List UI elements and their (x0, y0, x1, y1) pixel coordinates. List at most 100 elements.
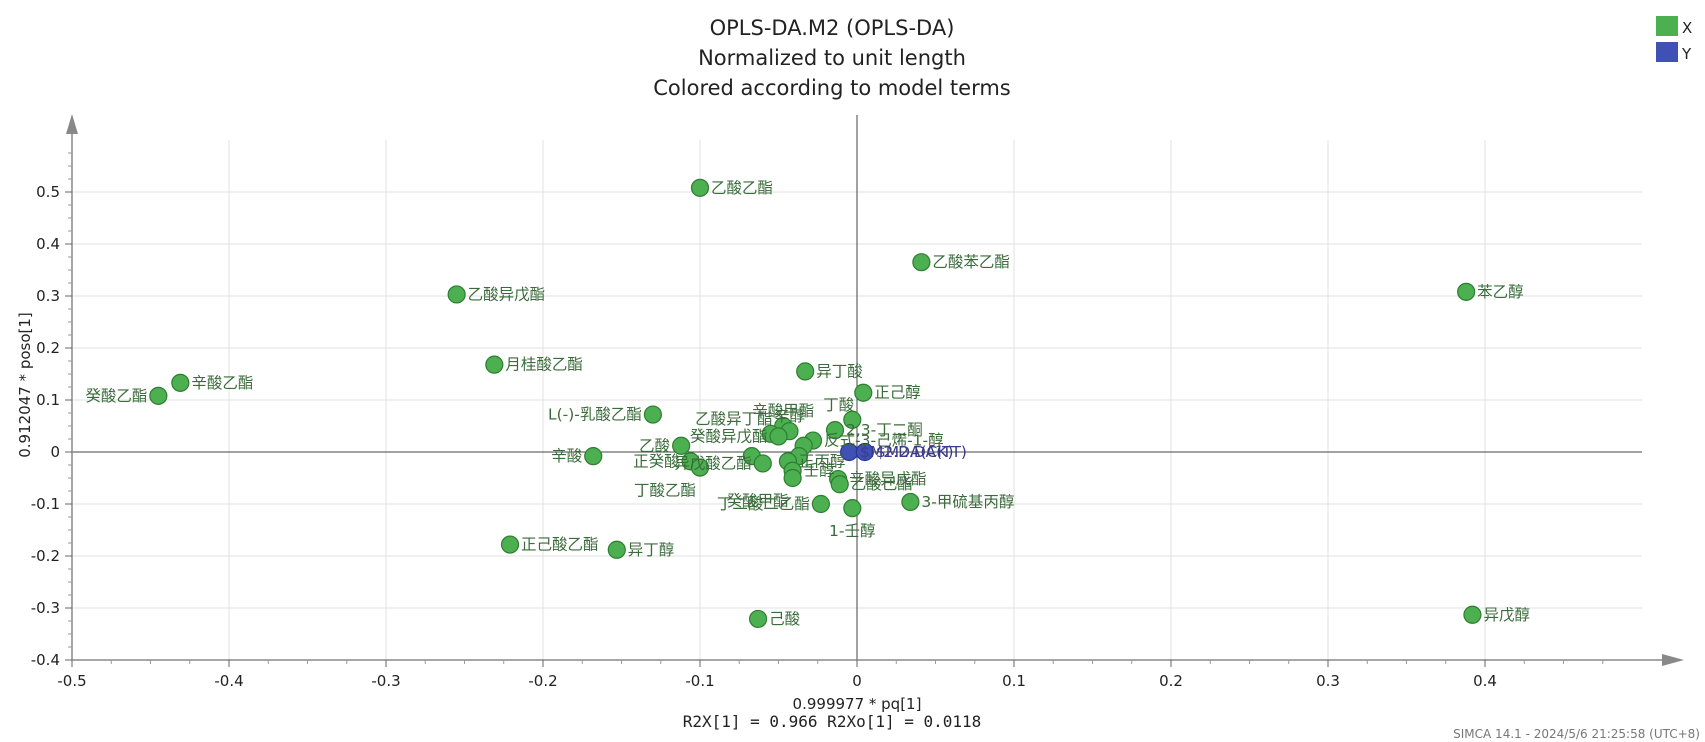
x-variable-point (912, 253, 931, 272)
point-label: 苯乙醇 (1477, 283, 1524, 301)
legend: X Y (1656, 16, 1692, 63)
x-variable-point (748, 609, 768, 629)
x-variable-point (825, 421, 845, 440)
point-label: 反式-3-己烯-1-醇 (824, 432, 944, 450)
x-variable-point (753, 454, 772, 473)
point-label: 辛酸甲酯 (752, 402, 814, 420)
x-tick-label: -0.4 (214, 672, 243, 690)
point-label: 辛酸 (551, 447, 583, 465)
point-label: 乙酸异戊酯 (468, 285, 546, 303)
point-label: 己酸 (769, 610, 801, 628)
chart-title-line-2: Normalized to unit length (698, 46, 966, 70)
point-label: 癸酸甲酯 (727, 492, 789, 510)
x-variable-point (796, 362, 815, 381)
legend-swatch-x (1656, 16, 1678, 36)
point-label: 辛酸异戊酯 (849, 470, 927, 488)
point-label: 异戊醇 (1483, 606, 1530, 624)
point-label: 辛酸乙酯 (191, 374, 253, 392)
x-tick-label: 0.2 (1159, 672, 1183, 690)
chart-title-line-1: OPLS-DA.M2 (OPLS-DA) (710, 16, 955, 40)
legend-label-y: Y (1681, 45, 1692, 63)
tick-labels: -0.5 -0.4 -0.3 -0.2 -0.1 0 0.1 0.2 0.3 0.4 -0.4 -0.… (31, 152, 1604, 690)
point-label: 月桂酸乙酯 (505, 356, 583, 374)
point-label: 乙酸苯乙酯 (932, 253, 1010, 271)
x-variable-point (769, 427, 788, 446)
point-label: 正丙醇 (799, 452, 846, 470)
y-tick-label: 0.5 (36, 183, 60, 201)
legend-swatch-y (1656, 42, 1678, 62)
point-label: 辛醇 (774, 407, 805, 425)
point-label: 乙酸异丁酯 (695, 410, 773, 428)
point-label: $M2.DA(TT) (876, 443, 967, 461)
point-label: 壬醇 (804, 462, 835, 480)
model-stats: R2X[1] = 0.966 R2Xo[1] = 0.0118 (683, 712, 982, 731)
point-label: 2,3-丁二酮 (846, 421, 923, 439)
x-variable-point (643, 405, 663, 424)
x-variable-point (783, 468, 802, 488)
x-variable-point (811, 494, 830, 514)
legend-label-x: X (1682, 19, 1692, 37)
x-variable-point (447, 285, 466, 304)
x-variable-point (607, 540, 626, 559)
point-label: 乙酸乙酯 (711, 179, 773, 197)
x-variable-point (1457, 282, 1476, 301)
x-variable-point (672, 436, 691, 455)
x-variable-point (854, 383, 873, 402)
x-tick-label: -0.3 (371, 672, 400, 690)
point-label: 丁二酸二乙酯 (717, 495, 810, 513)
x-axis-label: 0.999977 * pq[1] (793, 695, 922, 713)
x-variable-point (690, 458, 710, 477)
point-label: 异戊酸乙酯 (674, 454, 752, 472)
point-label: 1-壬醇 (829, 522, 875, 540)
x-variable-point (584, 447, 603, 466)
point-label: 正己酸乙酯 (521, 536, 599, 554)
x-variable-point (171, 373, 190, 392)
point-label: 正己醇 (874, 384, 921, 402)
x-variable-point (830, 475, 849, 494)
point-label: 丁酸 (823, 396, 855, 414)
point-label: 正癸酸 (633, 452, 680, 470)
point-label: 3-甲硫基丙醇 (921, 493, 1014, 511)
y-variable-point (855, 442, 874, 462)
point-label: 癸酸异戊酯 (690, 427, 768, 445)
x-variable-point (843, 410, 862, 429)
point-label: 异丁醇 (628, 541, 675, 559)
data-points (149, 178, 1482, 629)
point-label: 乙酸己酯 (851, 475, 913, 493)
y-axis-arrow (66, 114, 78, 134)
point-label: 癸酸乙酯 (85, 387, 147, 405)
x-tick-label: 0 (852, 672, 862, 690)
x-tick-label: 0.4 (1473, 672, 1497, 690)
x-variable-point (149, 386, 168, 405)
point-label: L(-)-乳酸乙酯 (548, 406, 642, 424)
y-tick-label: 0.1 (36, 391, 60, 409)
chart-title-line-3: Colored according to model terms (653, 76, 1010, 100)
x-tick-label: 0.1 (1002, 672, 1026, 690)
point-label: 丁酸乙酯 (634, 482, 696, 500)
y-axis-label: 0.912047 * poso[1] (16, 312, 34, 458)
y-tick-label: 0 (50, 443, 60, 461)
x-tick-label: -0.2 (528, 672, 557, 690)
y-tick-label: 0.4 (36, 235, 60, 253)
point-label: 异丁酸 (816, 362, 863, 380)
x-variable-point (901, 492, 920, 512)
x-tick-label: 0.3 (1316, 672, 1340, 690)
x-variable-point (690, 178, 710, 197)
y-tick-label: -0.1 (31, 495, 60, 513)
y-tick-label: -0.2 (31, 547, 60, 565)
y-tick-label: 0.3 (36, 287, 60, 305)
x-tick-label: -0.1 (685, 672, 714, 690)
x-variable-point (500, 535, 520, 554)
y-tick-label: -0.4 (31, 651, 60, 669)
x-variable-point (485, 355, 504, 374)
x-axis-arrow (1662, 654, 1684, 666)
y-tick-label: 0.2 (36, 339, 60, 357)
point-label: $M2.DA(CK) (860, 443, 953, 461)
x-variable-point (1463, 605, 1482, 624)
y-tick-label: -0.3 (31, 599, 60, 617)
software-footer: SIMCA 14.1 - 2024/5/6 21:25:58 (UTC+8) (1453, 727, 1700, 741)
x-tick-label: -0.5 (57, 672, 86, 690)
point-label: 乙酸 (639, 437, 671, 455)
